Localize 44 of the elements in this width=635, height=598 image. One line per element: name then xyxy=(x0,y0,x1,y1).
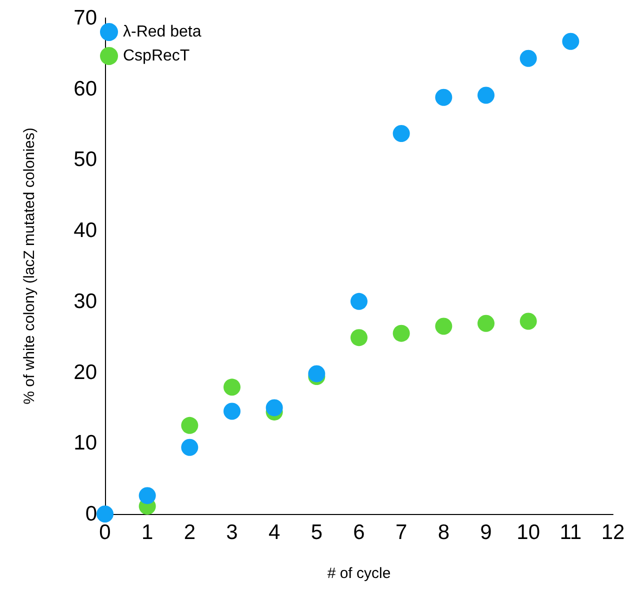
y-tick-label: 70 xyxy=(74,6,97,30)
y-axis-title: % of white colony (lacZ mutated colonies) xyxy=(21,128,38,404)
point xyxy=(520,50,537,67)
point xyxy=(562,32,580,50)
y-tick-label: 60 xyxy=(74,77,97,100)
y-tick-label: 0 xyxy=(85,502,97,526)
y-tick-label: 40 xyxy=(74,219,97,242)
point xyxy=(96,506,114,522)
y-tick-label: 50 xyxy=(74,148,97,172)
x-tick-label: 7 xyxy=(395,521,408,544)
x-tick-label: 0 xyxy=(99,521,111,544)
point xyxy=(308,365,326,382)
x-tick-label: 11 xyxy=(560,521,582,544)
x-tick-label: 12 xyxy=(601,521,625,544)
x-tick-label: 4 xyxy=(268,521,280,544)
point xyxy=(138,487,156,504)
x-tick-label: 8 xyxy=(438,521,450,544)
x-tick-label: 5 xyxy=(310,521,323,544)
point xyxy=(266,399,283,416)
point xyxy=(350,292,368,310)
y-tick-label: 20 xyxy=(74,360,97,384)
point xyxy=(392,324,410,342)
x-axis-title: # of cycle xyxy=(327,565,391,582)
legend-label: λ-Red beta xyxy=(123,24,202,40)
y-tick-label: 10 xyxy=(74,432,97,455)
point xyxy=(224,378,240,396)
point xyxy=(435,318,452,335)
legend-label: CspRecT xyxy=(123,48,190,64)
x-tick-label: 10 xyxy=(516,521,540,544)
point xyxy=(478,314,494,332)
point xyxy=(181,416,198,434)
point xyxy=(224,402,240,420)
point xyxy=(478,86,494,104)
x-tick-label: 3 xyxy=(226,521,238,544)
point xyxy=(350,329,368,346)
point xyxy=(181,438,198,456)
x-tick-label: 6 xyxy=(353,521,365,544)
point xyxy=(435,88,452,106)
y-tick-label: 30 xyxy=(74,290,97,313)
point xyxy=(520,312,537,330)
x-tick-label: 9 xyxy=(480,521,492,544)
x-tick-label: 2 xyxy=(184,521,196,544)
point xyxy=(392,125,410,142)
x-tick-label: 1 xyxy=(141,521,154,544)
